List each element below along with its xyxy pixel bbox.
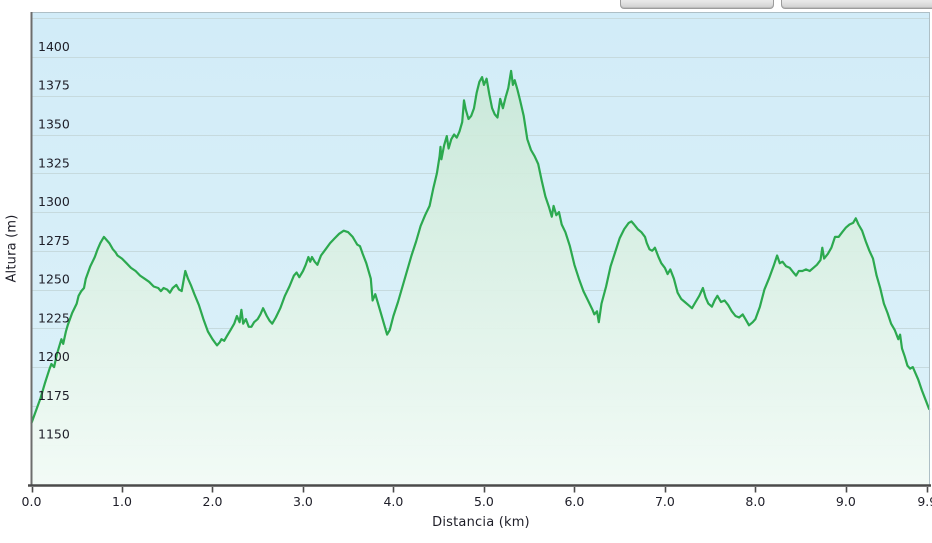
x-tick-label: 6.0 bbox=[564, 494, 584, 509]
y-tick-label: 1225 bbox=[38, 310, 70, 325]
x-tick-label: 8.0 bbox=[745, 494, 765, 509]
x-tick-label: 3.0 bbox=[293, 494, 313, 509]
y-tick-label: 1250 bbox=[38, 272, 70, 287]
y-axis-title: Altura (m) bbox=[4, 214, 20, 283]
elevation-area bbox=[31, 70, 930, 486]
y-tick-label: 1275 bbox=[38, 233, 70, 248]
x-axis-title: Distancia (km) bbox=[432, 515, 530, 530]
x-tick-label: 2.0 bbox=[203, 494, 223, 509]
x-tick-label: 4.0 bbox=[383, 494, 403, 509]
x-tick-label: 0.0 bbox=[22, 494, 42, 509]
x-tick-label: 7.0 bbox=[655, 494, 675, 509]
y-tick-label: 1375 bbox=[38, 78, 70, 93]
y-tick-label: 1200 bbox=[38, 349, 70, 364]
y-tick-label: 1400 bbox=[38, 39, 70, 54]
top-button-1[interactable] bbox=[620, 0, 774, 9]
y-tick-label: 1325 bbox=[38, 155, 70, 170]
elevation-line bbox=[30, 69, 931, 425]
y-tick-label: 1350 bbox=[38, 117, 70, 132]
top-button-2[interactable] bbox=[781, 0, 932, 9]
y-tick-label: 1175 bbox=[38, 388, 70, 403]
x-tick-label: 9.0 bbox=[836, 494, 856, 509]
x-tick-label: 9.9 bbox=[917, 494, 932, 509]
x-tick-label: 1.0 bbox=[112, 494, 132, 509]
x-tick-label: 5.0 bbox=[474, 494, 494, 509]
y-tick-label: 1150 bbox=[38, 427, 70, 442]
y-tick-label: 1300 bbox=[38, 194, 70, 209]
